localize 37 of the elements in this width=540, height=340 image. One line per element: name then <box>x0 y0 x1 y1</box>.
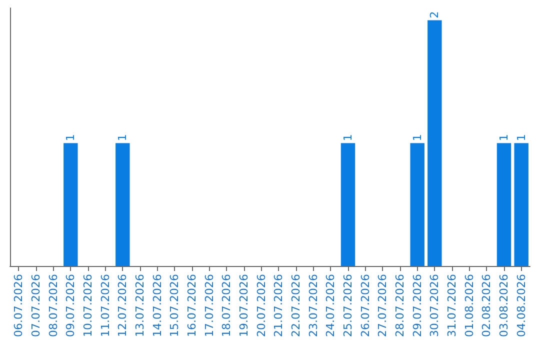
x-tick-label: 09.07.2026 <box>64 274 78 338</box>
x-tick-label: 01.08.2026 <box>462 274 476 338</box>
data-label: 1 <box>514 134 528 142</box>
data-label: 2 <box>428 11 442 18</box>
x-tick-label: 03.08.2026 <box>498 274 510 338</box>
x-tick-label: 15.07.2026 <box>168 274 182 338</box>
x-tick-label: 31.07.2026 <box>446 274 458 338</box>
data-label: 1 <box>498 134 510 142</box>
data-label: 1 <box>342 134 354 142</box>
x-tick-label: 27.07.2026 <box>376 274 390 338</box>
x-tick-label: 10.07.2026 <box>82 274 94 338</box>
x-tick-label: 19.07.2026 <box>238 274 250 338</box>
x-tick-label: 02.08.2026 <box>480 274 494 338</box>
x-tick-label: 06.07.2026 <box>12 274 26 338</box>
x-tick-label: 26.07.2026 <box>358 274 372 338</box>
data-label: 1 <box>410 134 424 142</box>
x-tick-label: 13.07.2026 <box>134 274 146 338</box>
x-tick-label: 25.07.2026 <box>342 274 354 338</box>
data-label: 1 <box>64 134 78 142</box>
x-tick-label: 18.07.2026 <box>220 274 234 338</box>
x-tick-label: 14.07.2026 <box>150 274 164 338</box>
x-tick-label: 11.07.2026 <box>98 274 112 338</box>
x-tick-label: 08.07.2026 <box>46 274 60 338</box>
x-tick-label: 28.07.2026 <box>394 274 406 338</box>
x-tick-label: 30.07.2026 <box>428 274 442 338</box>
x-tick-label: 21.07.2026 <box>272 274 286 338</box>
x-tick-label: 24.07.2026 <box>324 274 338 338</box>
x-tick-label: 16.07.2026 <box>186 274 198 338</box>
data-label: 1 <box>116 134 130 142</box>
x-tick-label: 22.07.2026 <box>290 274 302 338</box>
x-tick-label: 17.07.2026 <box>202 274 216 338</box>
x-tick-label: 29.07.2026 <box>410 274 424 338</box>
x-tick-label: 04.08.2026 <box>514 274 528 338</box>
x-tick-label: 12.07.2026 <box>116 274 130 338</box>
x-tick-label: 23.07.2026 <box>306 274 320 338</box>
x-tick-label: 07.07.2026 <box>30 274 42 338</box>
x-tick-label: 20.07.2026 <box>254 274 268 338</box>
